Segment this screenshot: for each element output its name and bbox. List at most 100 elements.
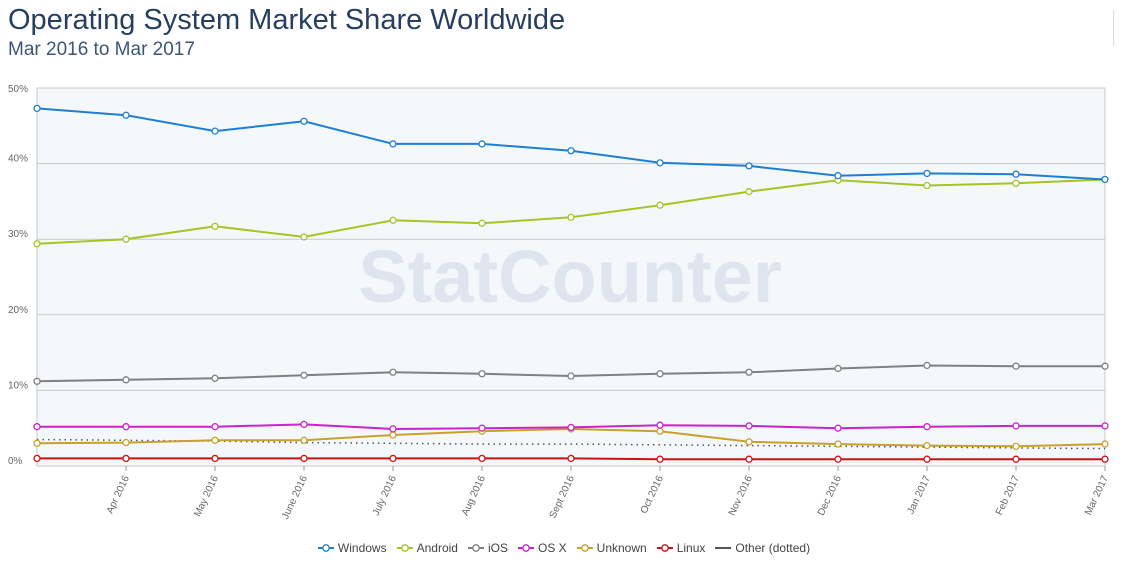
data-point[interactable] [923, 169, 931, 178]
data-point[interactable] [834, 172, 842, 180]
data-point[interactable] [300, 436, 308, 444]
data-point[interactable] [923, 441, 931, 450]
legend-item[interactable]: Android [396, 541, 458, 555]
data-point[interactable] [211, 127, 219, 135]
data-point[interactable] [211, 374, 219, 382]
data-point[interactable] [745, 422, 753, 430]
legend-item[interactable]: Linux [656, 541, 705, 555]
data-point[interactable] [1101, 175, 1109, 184]
legend-item[interactable]: Other (dotted) [715, 541, 810, 555]
data-point[interactable] [834, 455, 842, 463]
data-point[interactable] [1012, 455, 1020, 463]
legend-item[interactable]: Unknown [576, 541, 647, 555]
data-point[interactable] [33, 377, 41, 385]
data-point[interactable] [656, 455, 664, 463]
data-point[interactable] [300, 454, 308, 463]
data-point[interactable] [656, 201, 664, 209]
data-point[interactable] [656, 159, 664, 167]
data-point[interactable] [745, 187, 753, 196]
legend-item[interactable]: iOS [467, 541, 508, 555]
data-point[interactable] [567, 147, 575, 155]
data-point[interactable] [1012, 362, 1020, 370]
y-tick-label: 30% [8, 229, 28, 240]
data-point[interactable] [389, 425, 397, 433]
legend-item[interactable]: OS X [517, 541, 567, 555]
data-point[interactable] [33, 104, 41, 113]
data-point[interactable] [1101, 440, 1109, 448]
data-point[interactable] [567, 213, 575, 221]
data-point[interactable] [389, 368, 397, 376]
data-point[interactable] [1012, 422, 1020, 430]
series-windows [33, 104, 1109, 184]
data-point[interactable] [1012, 170, 1020, 178]
series-android [33, 175, 1109, 248]
data-point[interactable] [33, 439, 41, 447]
data-point[interactable] [300, 117, 308, 125]
data-point[interactable] [389, 140, 397, 148]
data-point[interactable] [122, 376, 130, 384]
chart-subtitle: Mar 2016 to Mar 2017 [8, 39, 195, 60]
data-point[interactable] [300, 233, 308, 241]
data-point[interactable] [656, 421, 664, 429]
data-point[interactable] [122, 454, 130, 463]
data-point[interactable] [300, 371, 308, 379]
circle-marker-icon [576, 544, 593, 552]
statcounter-watermark: StatCounter [358, 235, 781, 318]
data-point[interactable] [300, 420, 308, 429]
data-point[interactable] [656, 370, 664, 378]
data-point[interactable] [122, 235, 130, 243]
data-point[interactable] [33, 240, 41, 248]
header-divider [1113, 10, 1114, 46]
data-point[interactable] [567, 454, 575, 463]
data-point[interactable] [567, 423, 575, 432]
line-chart: StatCounter 0% 10% 20% 30% 40% 50% Apr 2016 Ma… [8, 84, 1111, 521]
data-point[interactable] [923, 181, 931, 190]
data-point[interactable] [834, 440, 842, 448]
data-point[interactable] [834, 424, 842, 432]
legend-label: OS X [537, 541, 567, 555]
data-point[interactable] [389, 216, 397, 224]
data-point[interactable] [1101, 362, 1109, 370]
data-point[interactable] [745, 455, 753, 463]
series-line [36, 438, 1106, 450]
data-point[interactable] [389, 454, 397, 463]
data-point[interactable] [211, 222, 219, 230]
data-point[interactable] [923, 423, 931, 431]
x-tick-label: Apr 2016 [105, 474, 132, 516]
legend-item[interactable]: Windows [317, 541, 387, 555]
data-point[interactable] [567, 372, 575, 380]
data-point[interactable] [478, 454, 486, 463]
data-point[interactable] [1012, 179, 1020, 187]
data-point[interactable] [211, 423, 219, 431]
data-point[interactable] [1012, 442, 1020, 450]
data-point[interactable] [33, 423, 41, 431]
data-point[interactable] [923, 455, 931, 463]
data-point[interactable] [389, 431, 397, 439]
data-point[interactable] [211, 454, 219, 463]
chart-header: Operating System Market Share Worldwide … [8, 2, 565, 62]
x-tick-label: Jan 2017 [906, 474, 934, 516]
data-point[interactable] [923, 361, 931, 370]
legend-label: Android [416, 541, 458, 555]
chart-title: Operating System Market Share Worldwide [8, 4, 566, 36]
data-point[interactable] [211, 436, 219, 444]
x-tick-label: June 2016 [280, 474, 310, 521]
data-point[interactable] [834, 364, 842, 373]
data-point[interactable] [745, 162, 753, 170]
data-point[interactable] [122, 111, 130, 119]
series-os-x [33, 420, 1109, 433]
data-point[interactable] [478, 140, 486, 148]
data-point[interactable] [122, 438, 130, 447]
data-point[interactable] [122, 423, 130, 431]
data-point[interactable] [478, 219, 486, 227]
circle-marker-icon [467, 544, 484, 552]
data-point[interactable] [656, 427, 664, 435]
data-point[interactable] [1101, 455, 1109, 463]
data-point[interactable] [745, 438, 753, 446]
data-point[interactable] [1101, 422, 1109, 430]
data-point[interactable] [478, 370, 486, 378]
legend-label: Other (dotted) [735, 541, 811, 555]
data-point[interactable] [478, 424, 486, 432]
data-point[interactable] [745, 368, 753, 376]
data-point[interactable] [33, 454, 41, 463]
